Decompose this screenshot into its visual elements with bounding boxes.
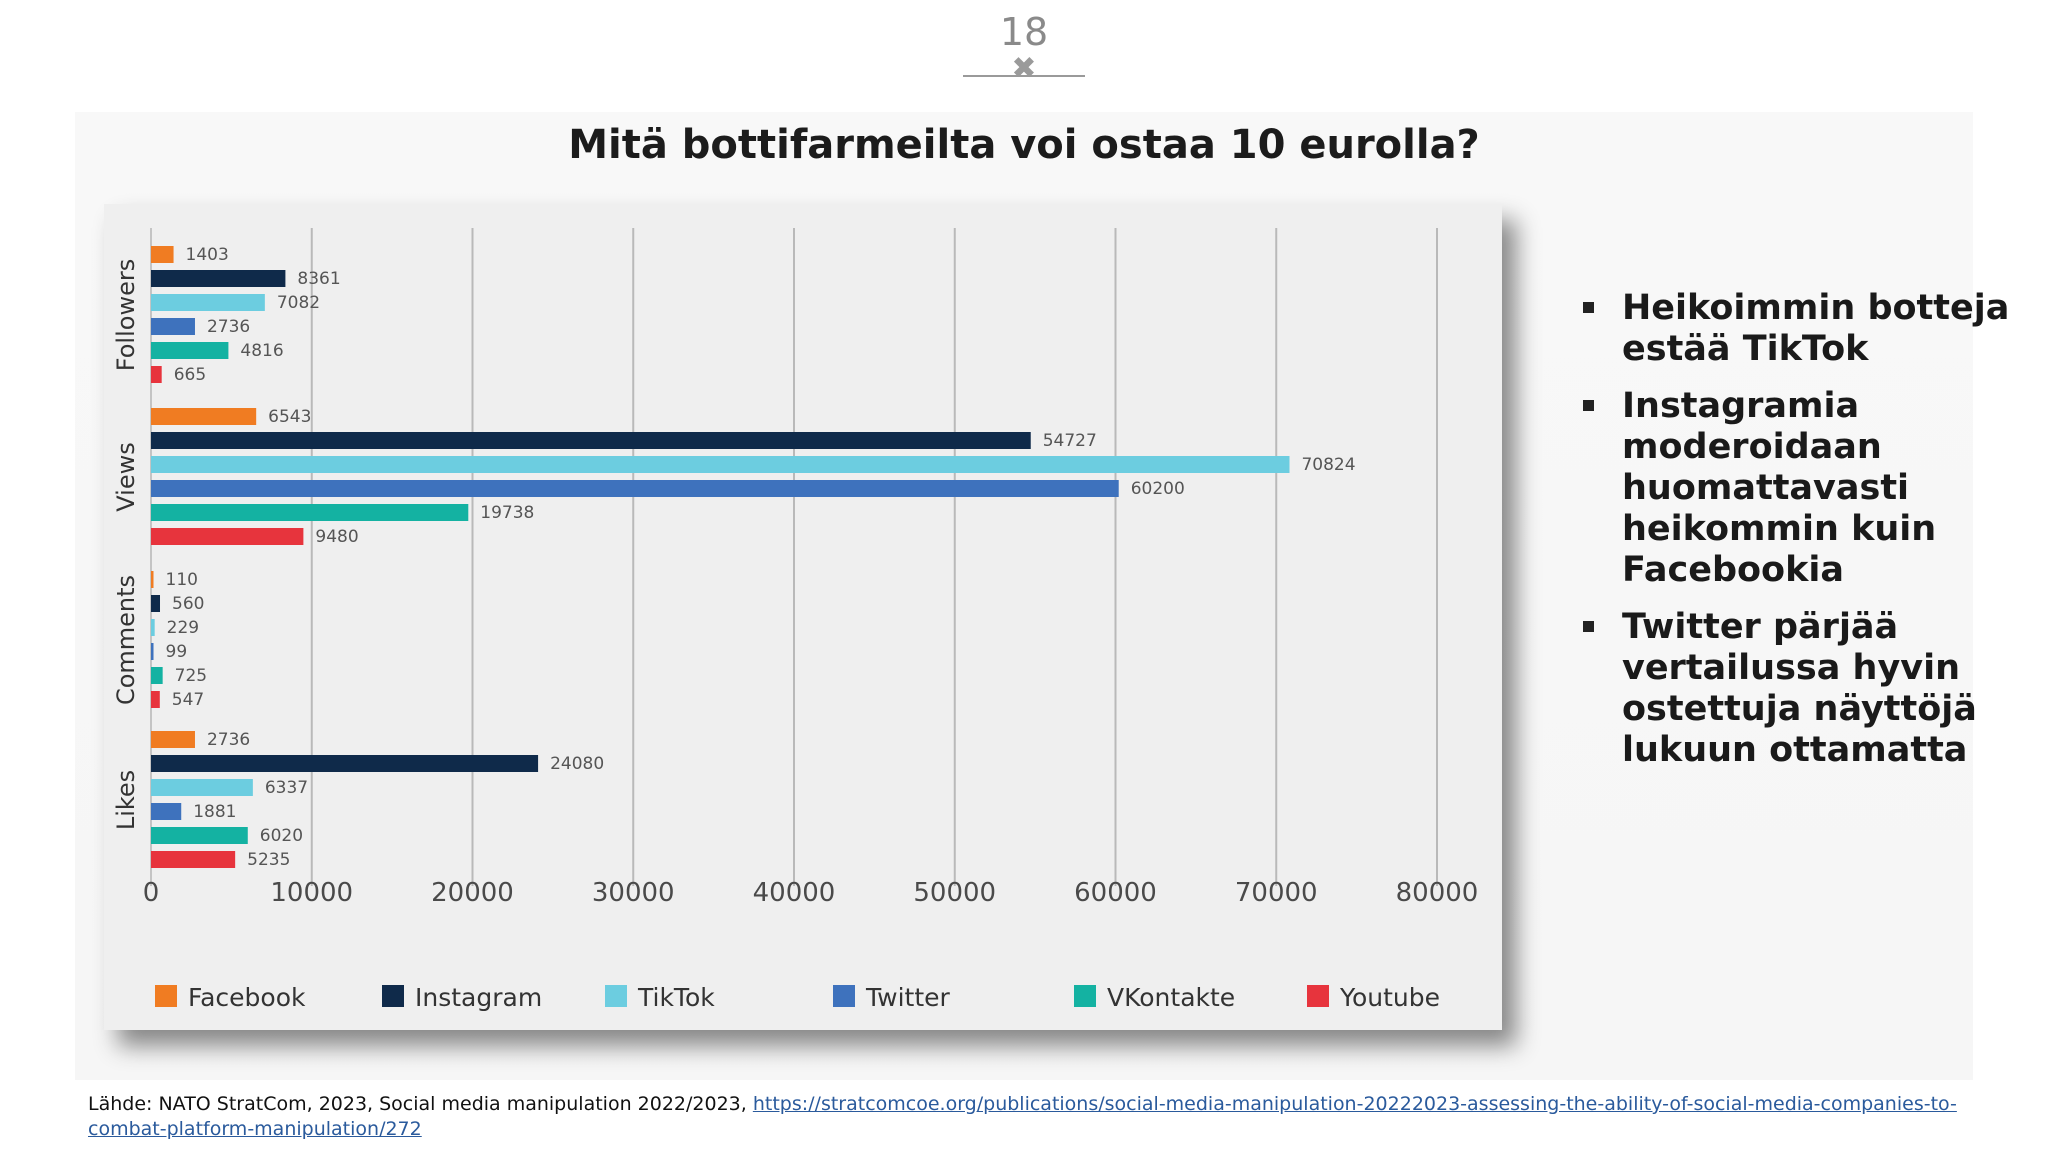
x-tick-label: 60000 <box>1074 878 1157 908</box>
source-prefix: Lähde: NATO StratCom, 2023, Social media… <box>88 1093 753 1115</box>
data-label: 2736 <box>207 730 250 750</box>
bullet-text: Instagramia moderoidaan huomattavasti he… <box>1622 386 1937 590</box>
bar <box>151 595 161 612</box>
bar <box>151 643 154 660</box>
data-label: 7082 <box>277 293 320 313</box>
legend-label: Facebook <box>188 983 306 1012</box>
bar <box>151 318 195 335</box>
source-citation: Lähde: NATO StratCom, 2023, Social media… <box>88 1092 1968 1142</box>
legend-label: Instagram <box>415 983 542 1012</box>
bar <box>151 366 162 383</box>
data-label: 725 <box>175 666 207 686</box>
bar <box>151 755 539 772</box>
divider-line <box>963 75 1085 77</box>
bullet-square-icon <box>1583 400 1594 411</box>
x-tick-label: 50000 <box>913 878 996 908</box>
category-label: Followers <box>112 259 140 371</box>
data-label: 60200 <box>1131 479 1185 499</box>
data-label: 6020 <box>260 826 303 846</box>
legend-label: Twitter <box>865 983 951 1012</box>
source-link[interactable]: https://stratcomcoe.org/publications/soc… <box>88 1093 1957 1140</box>
chart-card: 0 10000 20000 30000 40000 50000 60000 70000 8000… <box>104 204 1502 1030</box>
bullet-text: Twitter pärjää vertailussa hyvin ostettu… <box>1622 607 1977 770</box>
data-label: 70824 <box>1301 455 1355 475</box>
bar <box>151 667 163 684</box>
bar <box>151 731 195 748</box>
bar <box>151 480 1119 497</box>
slide-title: Mitä bottifarmeilta voi ostaa 10 eurolla… <box>568 122 1480 168</box>
bar <box>151 432 1031 449</box>
divider-cross-icon: ✖ <box>1011 51 1037 86</box>
bullet-square-icon <box>1583 302 1594 313</box>
x-tick-label: 30000 <box>592 878 675 908</box>
bar <box>151 342 229 359</box>
x-tick-label: 40000 <box>753 878 836 908</box>
data-label: 6337 <box>265 778 308 798</box>
data-label: 2736 <box>207 317 250 337</box>
page-number: 18 <box>999 10 1049 54</box>
bar <box>151 691 160 708</box>
legend-swatch <box>833 985 855 1007</box>
bar <box>151 456 1290 473</box>
x-tick-label: 80000 <box>1396 878 1479 908</box>
legend-label: TikTok <box>637 983 715 1012</box>
bullet-square-icon <box>1583 621 1594 632</box>
x-tick-label: 70000 <box>1235 878 1318 908</box>
bar <box>151 270 286 287</box>
x-tick-label: 20000 <box>431 878 514 908</box>
bar <box>151 779 253 796</box>
x-tick-label: 10000 <box>270 878 353 908</box>
data-label: 54727 <box>1043 431 1097 451</box>
bar <box>151 408 257 425</box>
bullet-list: Heikoimmin botteja estää TikTok Instagra… <box>1580 288 2020 787</box>
data-label: 665 <box>174 365 206 385</box>
bar <box>151 571 154 588</box>
category-label: Comments <box>112 575 140 705</box>
title-divider: ✖ <box>963 54 1085 88</box>
data-label: 24080 <box>550 754 604 774</box>
data-label: 4816 <box>240 341 283 361</box>
bar <box>151 528 304 545</box>
bar <box>151 827 248 844</box>
bar <box>151 246 174 263</box>
bar <box>151 619 155 636</box>
data-label: 1403 <box>186 245 229 265</box>
data-label: 19738 <box>480 503 534 523</box>
bar <box>151 504 469 521</box>
category-label: Views <box>112 442 140 511</box>
bullet-text: Heikoimmin botteja estää TikTok <box>1622 288 2010 369</box>
data-label: 8361 <box>297 269 340 289</box>
data-label: 99 <box>166 642 188 662</box>
data-label: 560 <box>172 594 204 614</box>
legend-swatch <box>605 985 627 1007</box>
data-label: 9480 <box>315 527 358 547</box>
data-label: 547 <box>172 690 204 710</box>
bullet-item: Twitter pärjää vertailussa hyvin ostettu… <box>1580 607 2020 771</box>
bullet-item: Instagramia moderoidaan huomattavasti he… <box>1580 386 2020 591</box>
x-tick-label: 0 <box>143 878 160 908</box>
bullet-item: Heikoimmin botteja estää TikTok <box>1580 288 2020 370</box>
category-label: Likes <box>112 770 140 830</box>
data-label: 5235 <box>247 850 290 870</box>
legend-label: Youtube <box>1339 983 1440 1012</box>
bar-chart: 0 10000 20000 30000 40000 50000 60000 70000 8000… <box>112 228 1479 1012</box>
legend-swatch <box>382 985 404 1007</box>
bar <box>151 851 236 868</box>
legend-swatch <box>1074 985 1096 1007</box>
data-label: 110 <box>166 570 198 590</box>
bar <box>151 803 182 820</box>
legend-label: VKontakte <box>1107 983 1235 1012</box>
data-label: 6543 <box>268 407 311 427</box>
legend-swatch <box>155 985 177 1007</box>
legend-swatch <box>1307 985 1329 1007</box>
data-label: 1881 <box>193 802 236 822</box>
bar <box>151 294 265 311</box>
data-label: 229 <box>167 618 199 638</box>
